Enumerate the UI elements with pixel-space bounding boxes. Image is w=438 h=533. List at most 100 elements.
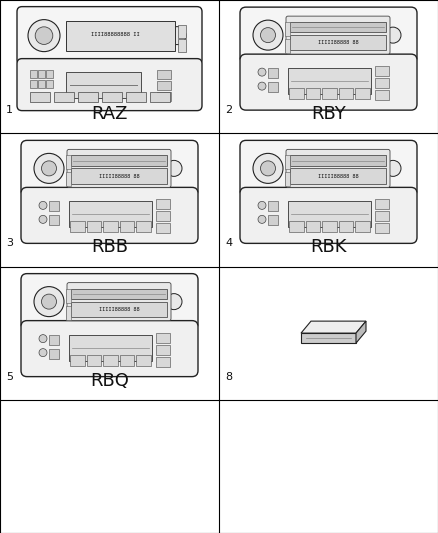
Bar	[70, 354, 85, 366]
FancyBboxPatch shape	[240, 54, 417, 110]
Circle shape	[258, 82, 266, 90]
Circle shape	[258, 68, 266, 76]
Text: 4: 4	[225, 238, 232, 248]
Bar	[178, 38, 186, 52]
Text: RAZ: RAZ	[91, 105, 128, 123]
Circle shape	[28, 20, 60, 52]
Bar	[268, 215, 278, 225]
Bar	[157, 80, 171, 90]
Bar	[38, 70, 45, 78]
Circle shape	[253, 154, 283, 183]
Bar	[66, 71, 141, 98]
Bar	[289, 88, 304, 99]
FancyBboxPatch shape	[21, 273, 198, 329]
Bar	[375, 212, 389, 221]
Circle shape	[39, 215, 47, 223]
Text: IIIII88888 88: IIIII88888 88	[99, 307, 139, 312]
Polygon shape	[356, 321, 366, 343]
Bar	[120, 354, 134, 366]
Text: RBQ: RBQ	[90, 372, 129, 390]
Bar	[70, 221, 85, 232]
Bar	[66, 172, 71, 187]
Bar	[375, 199, 389, 209]
Bar	[322, 221, 337, 232]
Circle shape	[385, 160, 401, 176]
Circle shape	[258, 215, 266, 223]
Bar	[290, 22, 386, 33]
Bar	[46, 70, 53, 78]
Bar	[87, 354, 101, 366]
Bar	[49, 349, 59, 359]
Text: RBB: RBB	[91, 238, 128, 256]
Bar	[30, 70, 37, 78]
Bar	[306, 221, 320, 232]
Polygon shape	[301, 321, 366, 333]
Circle shape	[253, 20, 283, 50]
Circle shape	[42, 294, 57, 309]
Text: 8: 8	[225, 372, 232, 382]
Bar	[268, 82, 278, 92]
Circle shape	[166, 294, 182, 310]
FancyBboxPatch shape	[240, 188, 417, 244]
Bar	[268, 201, 278, 212]
Bar	[66, 21, 175, 51]
Bar	[87, 221, 101, 232]
Bar	[339, 88, 353, 99]
Bar	[46, 79, 53, 87]
Circle shape	[385, 27, 401, 43]
Bar	[66, 156, 71, 169]
Bar	[103, 221, 118, 232]
Bar	[339, 221, 353, 232]
Bar	[136, 221, 151, 232]
Bar	[322, 88, 337, 99]
Bar	[288, 68, 371, 94]
FancyBboxPatch shape	[21, 140, 198, 196]
Bar	[102, 92, 122, 102]
Bar	[306, 88, 320, 99]
Text: IIIII88888 88: IIIII88888 88	[99, 174, 139, 179]
Bar	[285, 172, 290, 187]
Text: 5: 5	[6, 372, 13, 382]
Bar	[49, 201, 59, 212]
Circle shape	[261, 161, 276, 176]
Bar	[285, 156, 290, 169]
Bar	[156, 212, 170, 221]
Circle shape	[39, 335, 47, 343]
Bar	[71, 302, 167, 317]
Bar	[290, 168, 386, 184]
Text: RBK: RBK	[310, 238, 347, 256]
Circle shape	[166, 160, 182, 176]
Circle shape	[261, 28, 276, 43]
Text: IIIII88888 88: IIIII88888 88	[318, 41, 358, 45]
Bar	[375, 90, 389, 100]
Bar	[375, 78, 389, 88]
Bar	[290, 156, 386, 166]
Bar	[71, 289, 167, 299]
Circle shape	[258, 201, 266, 209]
Text: IIII88888888 II: IIII88888888 II	[91, 31, 139, 37]
Bar	[30, 92, 50, 102]
Text: 1: 1	[6, 105, 13, 115]
Bar	[38, 79, 45, 87]
Text: 3: 3	[6, 238, 13, 248]
Bar	[49, 335, 59, 345]
Bar	[178, 25, 186, 38]
Text: 2: 2	[225, 105, 232, 115]
Text: IIIII88888 88: IIIII88888 88	[318, 174, 358, 179]
Bar	[157, 92, 171, 101]
Circle shape	[42, 161, 57, 176]
Bar	[156, 223, 170, 233]
FancyBboxPatch shape	[286, 149, 390, 188]
Bar	[156, 345, 170, 354]
Bar	[71, 156, 167, 166]
Bar	[120, 221, 134, 232]
Bar	[78, 92, 98, 102]
Bar	[66, 305, 71, 320]
Circle shape	[34, 154, 64, 183]
Bar	[285, 22, 290, 36]
Bar	[71, 168, 167, 184]
Bar	[268, 68, 278, 78]
Circle shape	[39, 201, 47, 209]
Bar	[49, 215, 59, 225]
Bar	[69, 201, 152, 228]
